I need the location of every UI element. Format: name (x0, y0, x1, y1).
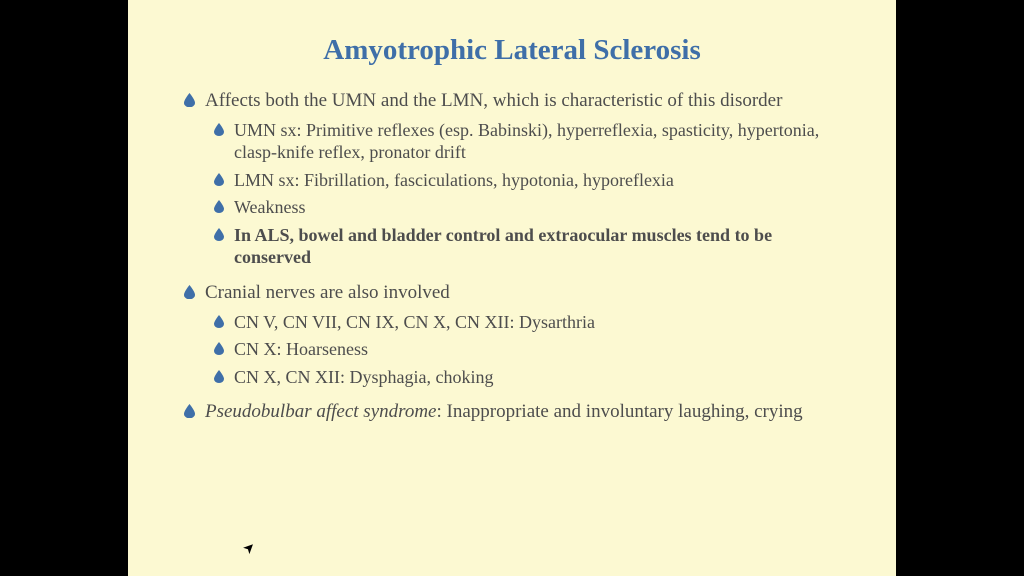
bullet-icon (214, 173, 224, 186)
list-item-text: CN X: Hoarseness (234, 338, 368, 361)
bullet-icon (184, 404, 195, 418)
list-item-text: CN V, CN VII, CN IX, CN X, CN XII: Dysar… (234, 311, 595, 334)
list-item-text: LMN sx: Fibrillation, fasciculations, hy… (234, 169, 674, 192)
bullet-icon (214, 200, 224, 213)
slide: Amyotrophic Lateral Sclerosis Affects bo… (128, 0, 896, 576)
bullet-icon (184, 93, 195, 107)
list-item-text: UMN sx: Primitive reflexes (esp. Babinsk… (234, 119, 840, 164)
list-item-lvl2: CN X: Hoarseness (214, 338, 840, 361)
list-item-lvl2: CN X, CN XII: Dysphagia, choking (214, 366, 840, 389)
list-item-lvl2: LMN sx: Fibrillation, fasciculations, hy… (214, 169, 840, 192)
bullet-icon (184, 285, 195, 299)
list-item-lvl2: Weakness (214, 196, 840, 219)
list-item-text: CN X, CN XII: Dysphagia, choking (234, 366, 493, 389)
list-item-text: Affects both the UMN and the LMN, which … (205, 89, 782, 113)
list-item-text: Cranial nerves are also involved (205, 281, 450, 305)
sub-list: UMN sx: Primitive reflexes (esp. Babinsk… (214, 119, 840, 269)
sub-list: CN V, CN VII, CN IX, CN X, CN XII: Dysar… (214, 311, 840, 389)
slide-title: Amyotrophic Lateral Sclerosis (184, 34, 840, 67)
bullet-icon (214, 123, 224, 136)
bullet-icon (214, 342, 224, 355)
list-item-lvl2: CN V, CN VII, CN IX, CN X, CN XII: Dysar… (214, 311, 840, 334)
list-item-text: In ALS, bowel and bladder control and ex… (234, 224, 840, 269)
list-item-lvl1: Cranial nerves are also involved CN V, CN… (184, 281, 840, 388)
list-item-lvl2: UMN sx: Primitive reflexes (esp. Babinsk… (214, 119, 840, 164)
list-item-lvl1: Pseudobulbar affect syndrome: Inappropri… (184, 400, 840, 424)
list-item-text: Pseudobulbar affect syndrome: Inappropri… (205, 400, 803, 424)
list-item-text: Weakness (234, 196, 306, 219)
list-item-lvl1: Affects both the UMN and the LMN, which … (184, 89, 840, 269)
bullet-list: Affects both the UMN and the LMN, which … (184, 89, 840, 424)
list-item-lvl2: In ALS, bowel and bladder control and ex… (214, 224, 840, 269)
bullet-icon (214, 370, 224, 383)
bullet-icon (214, 315, 224, 328)
bullet-icon (214, 228, 224, 241)
